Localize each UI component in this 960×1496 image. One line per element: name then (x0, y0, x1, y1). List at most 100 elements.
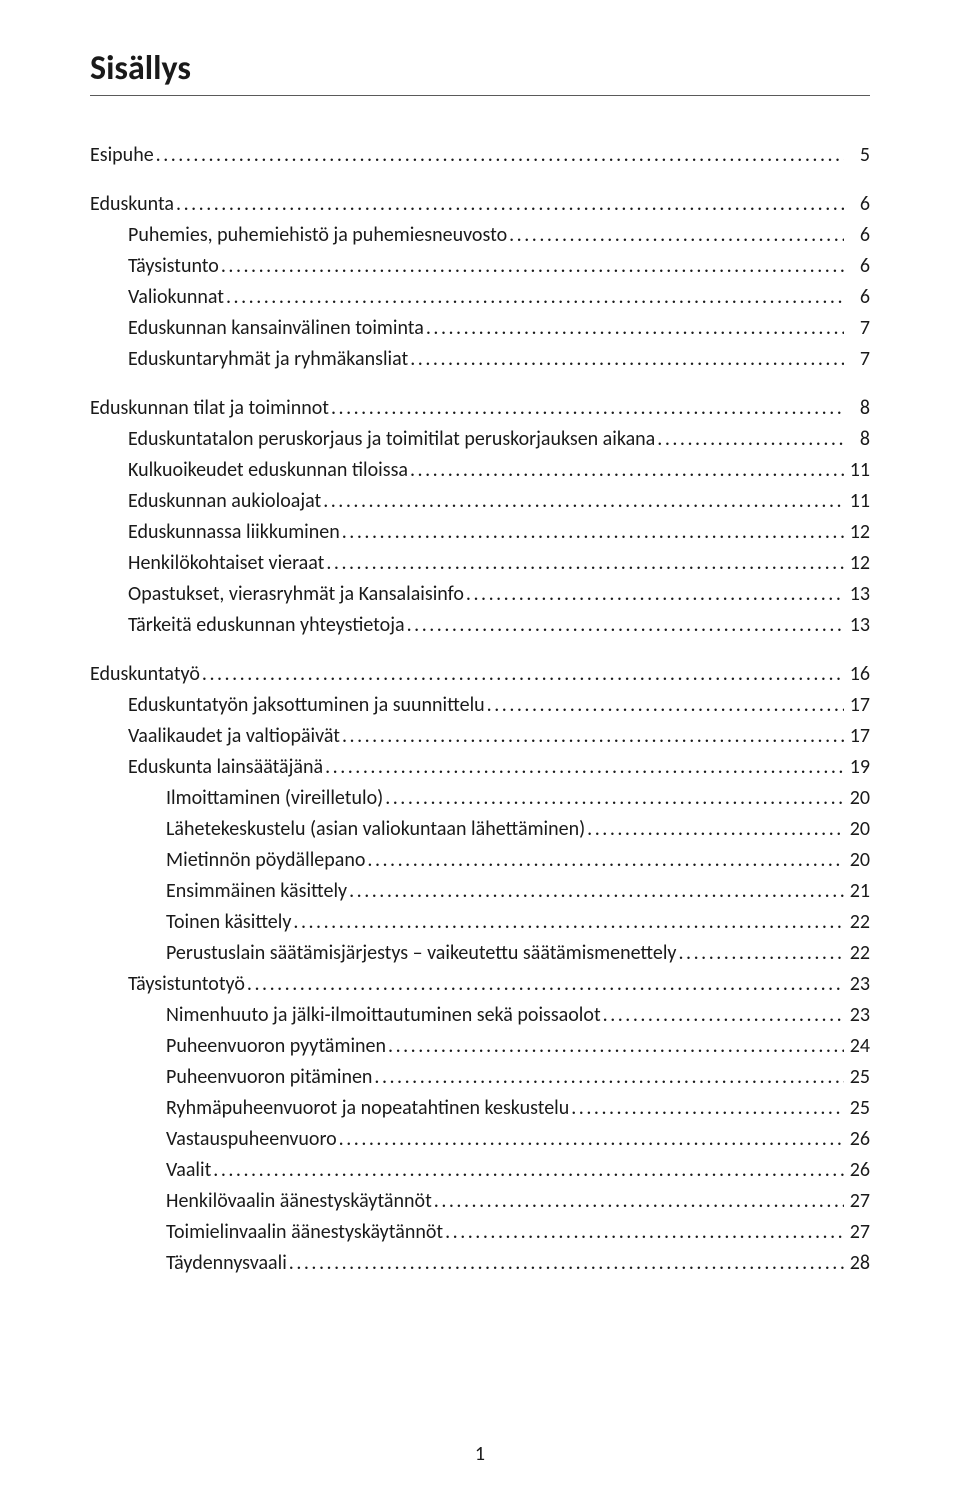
toc-entry-page: 24 (844, 1031, 870, 1062)
toc-entry-label: Eduskunta lainsäätäjänä (128, 752, 323, 783)
toc-entry[interactable]: Puhemies, puhemiehistö ja puhemiesneuvos… (90, 220, 870, 251)
toc-leader-dots (408, 455, 844, 486)
toc-entry[interactable]: Valiokunnat6 (90, 282, 870, 313)
toc-entry[interactable]: Vastauspuheenvuoro 26 (90, 1124, 870, 1155)
toc-entry[interactable]: Täydennysvaali28 (90, 1248, 870, 1279)
toc-entry[interactable]: Toimielinvaalin äänestyskäytännöt27 (90, 1217, 870, 1248)
toc-entry-page: 26 (844, 1124, 870, 1155)
toc-entry-label: Henkilövaalin äänestyskäytännöt (166, 1186, 432, 1217)
toc-entry-label: Ensimmäinen käsittely (166, 876, 347, 907)
toc-leader-dots (405, 610, 844, 641)
toc-leader-dots (443, 1217, 844, 1248)
toc-entry-label: Tärkeitä eduskunnan yhteystietoja (128, 610, 405, 641)
toc-entry[interactable]: Puheenvuoron pitäminen 25 (90, 1062, 870, 1093)
toc-entry-label: Esipuhe (90, 140, 154, 171)
toc-entry-label: Eduskunnan tilat ja toiminnot (90, 393, 329, 424)
toc-entry-page: 20 (844, 783, 870, 814)
toc-entry-label: Eduskunnan kansainvälinen toiminta (128, 313, 424, 344)
toc-leader-dots (655, 424, 844, 455)
toc-entry-page: 12 (844, 517, 870, 548)
toc-entry-page: 25 (844, 1062, 870, 1093)
toc-entry-label: Eduskuntatyö (90, 659, 200, 690)
toc-entry-label: Henkilökohtaiset vieraat (128, 548, 324, 579)
toc-entry[interactable]: Lähetekeskustelu (asian valiokuntaan läh… (90, 814, 870, 845)
toc-leader-dots (287, 1248, 844, 1279)
toc-leader-dots (601, 1000, 844, 1031)
toc-entry-label: Valiokunnat (128, 282, 224, 313)
toc-entry-label: Puheenvuoron pyytäminen (166, 1031, 386, 1062)
toc-entry-page: 25 (844, 1093, 870, 1124)
toc-entry[interactable]: Vaalikaudet ja valtiopäivät17 (90, 721, 870, 752)
toc-leader-dots (174, 189, 844, 220)
toc-entry[interactable]: Eduskunnan kansainvälinen toiminta7 (90, 313, 870, 344)
toc-entry[interactable]: Esipuhe5 (90, 140, 870, 171)
toc-entry-label: Vastauspuheenvuoro (166, 1124, 337, 1155)
toc-entry[interactable]: Toinen käsittely22 (90, 907, 870, 938)
toc-leader-dots (585, 814, 844, 845)
page-title: Sisällys (90, 48, 870, 96)
toc-leader-dots (365, 845, 844, 876)
toc-entry[interactable]: Kulkuoikeudet eduskunnan tiloissa 11 (90, 455, 870, 486)
toc-entry-page: 20 (844, 814, 870, 845)
toc-entry[interactable]: Perustuslain säätämisjärjestys – vaikeut… (90, 938, 870, 969)
toc-entry[interactable]: Eduskuntatalon peruskorjaus ja toimitila… (90, 424, 870, 455)
toc-leader-dots (154, 140, 844, 171)
toc-entry-label: Lähetekeskustelu (asian valiokuntaan läh… (166, 814, 585, 845)
toc-entry-page: 13 (844, 579, 870, 610)
toc-entry-page: 22 (844, 907, 870, 938)
toc-leader-dots (347, 876, 844, 907)
toc-entry[interactable]: Eduskunnan tilat ja toiminnot 8 (90, 393, 870, 424)
toc-entry-label: Opastukset, vierasryhmät ja Kansalaisinf… (128, 579, 464, 610)
toc-leader-dots (200, 659, 844, 690)
toc-entry[interactable]: Tärkeitä eduskunnan yhteystietoja13 (90, 610, 870, 641)
toc-entry-label: Kulkuoikeudet eduskunnan tiloissa (128, 455, 408, 486)
toc-leader-dots (219, 251, 844, 282)
toc-entry-label: Puheenvuoron pitäminen (166, 1062, 372, 1093)
toc-entry-page: 28 (844, 1248, 870, 1279)
toc-entry-label: Ilmoittaminen (vireilletulo) (166, 783, 383, 814)
toc-entry[interactable]: Eduskuntaryhmät ja ryhmäkansliat7 (90, 344, 870, 375)
toc-entry-page: 8 (844, 424, 870, 455)
toc-entry-page: 7 (844, 344, 870, 375)
toc-entry-page: 8 (844, 393, 870, 424)
toc-entry[interactable]: Henkilövaalin äänestyskäytännöt27 (90, 1186, 870, 1217)
page-number: 1 (0, 1442, 960, 1466)
toc-entry-page: 16 (844, 659, 870, 690)
toc-entry-label: Eduskuntatyön jaksottuminen ja suunnitte… (128, 690, 485, 721)
toc-leader-dots (677, 938, 845, 969)
toc-entry[interactable]: Ilmoittaminen (vireilletulo) 20 (90, 783, 870, 814)
toc-entry[interactable]: Eduskunta lainsäätäjänä19 (90, 752, 870, 783)
toc-leader-dots (337, 1124, 844, 1155)
toc-entry[interactable]: Eduskunnassa liikkuminen12 (90, 517, 870, 548)
toc-entry-label: Puhemies, puhemiehistö ja puhemiesneuvos… (128, 220, 507, 251)
toc-leader-dots (329, 393, 844, 424)
toc-entry[interactable]: Mietinnön pöydällepano20 (90, 845, 870, 876)
toc-entry-label: Eduskuntatalon peruskorjaus ja toimitila… (128, 424, 655, 455)
toc-entry-label: Eduskunnan aukioloajat (128, 486, 321, 517)
toc-entry-label: Perustuslain säätämisjärjestys – vaikeut… (166, 938, 677, 969)
toc-entry-label: Vaalikaudet ja valtiopäivät (128, 721, 340, 752)
toc-entry[interactable]: Täysistunto6 (90, 251, 870, 282)
toc-entry[interactable]: Eduskuntatyön jaksottuminen ja suunnitte… (90, 690, 870, 721)
toc-entry-page: 21 (844, 876, 870, 907)
toc-entry[interactable]: Ryhmäpuheenvuorot ja nopeatahtinen kesku… (90, 1093, 870, 1124)
toc-entry[interactable]: Eduskunnan aukioloajat11 (90, 486, 870, 517)
toc-entry-page: 17 (844, 690, 870, 721)
toc-entry-page: 12 (844, 548, 870, 579)
toc-leader-dots (464, 579, 844, 610)
toc-entry[interactable]: Eduskuntatyö 16 (90, 659, 870, 690)
toc-entry-page: 27 (844, 1217, 870, 1248)
toc-entry[interactable]: Puheenvuoron pyytäminen 24 (90, 1031, 870, 1062)
toc-entry[interactable]: Eduskunta6 (90, 189, 870, 220)
toc-entry[interactable]: Opastukset, vierasryhmät ja Kansalaisinf… (90, 579, 870, 610)
toc-entry[interactable]: Vaalit26 (90, 1155, 870, 1186)
toc-entry-page: 11 (844, 455, 870, 486)
table-of-contents: Esipuhe5 Eduskunta6Puhemies, puhemiehistö… (90, 140, 870, 1279)
toc-entry[interactable]: Ensimmäinen käsittely 21 (90, 876, 870, 907)
toc-entry[interactable]: Nimenhuuto ja jälki-ilmoittautuminen sek… (90, 1000, 870, 1031)
toc-leader-dots (321, 486, 844, 517)
toc-entry[interactable]: Täysistuntotyö23 (90, 969, 870, 1000)
toc-entry-label: Eduskunta (90, 189, 174, 220)
toc-leader-dots (372, 1062, 844, 1093)
toc-entry[interactable]: Henkilökohtaiset vieraat 12 (90, 548, 870, 579)
